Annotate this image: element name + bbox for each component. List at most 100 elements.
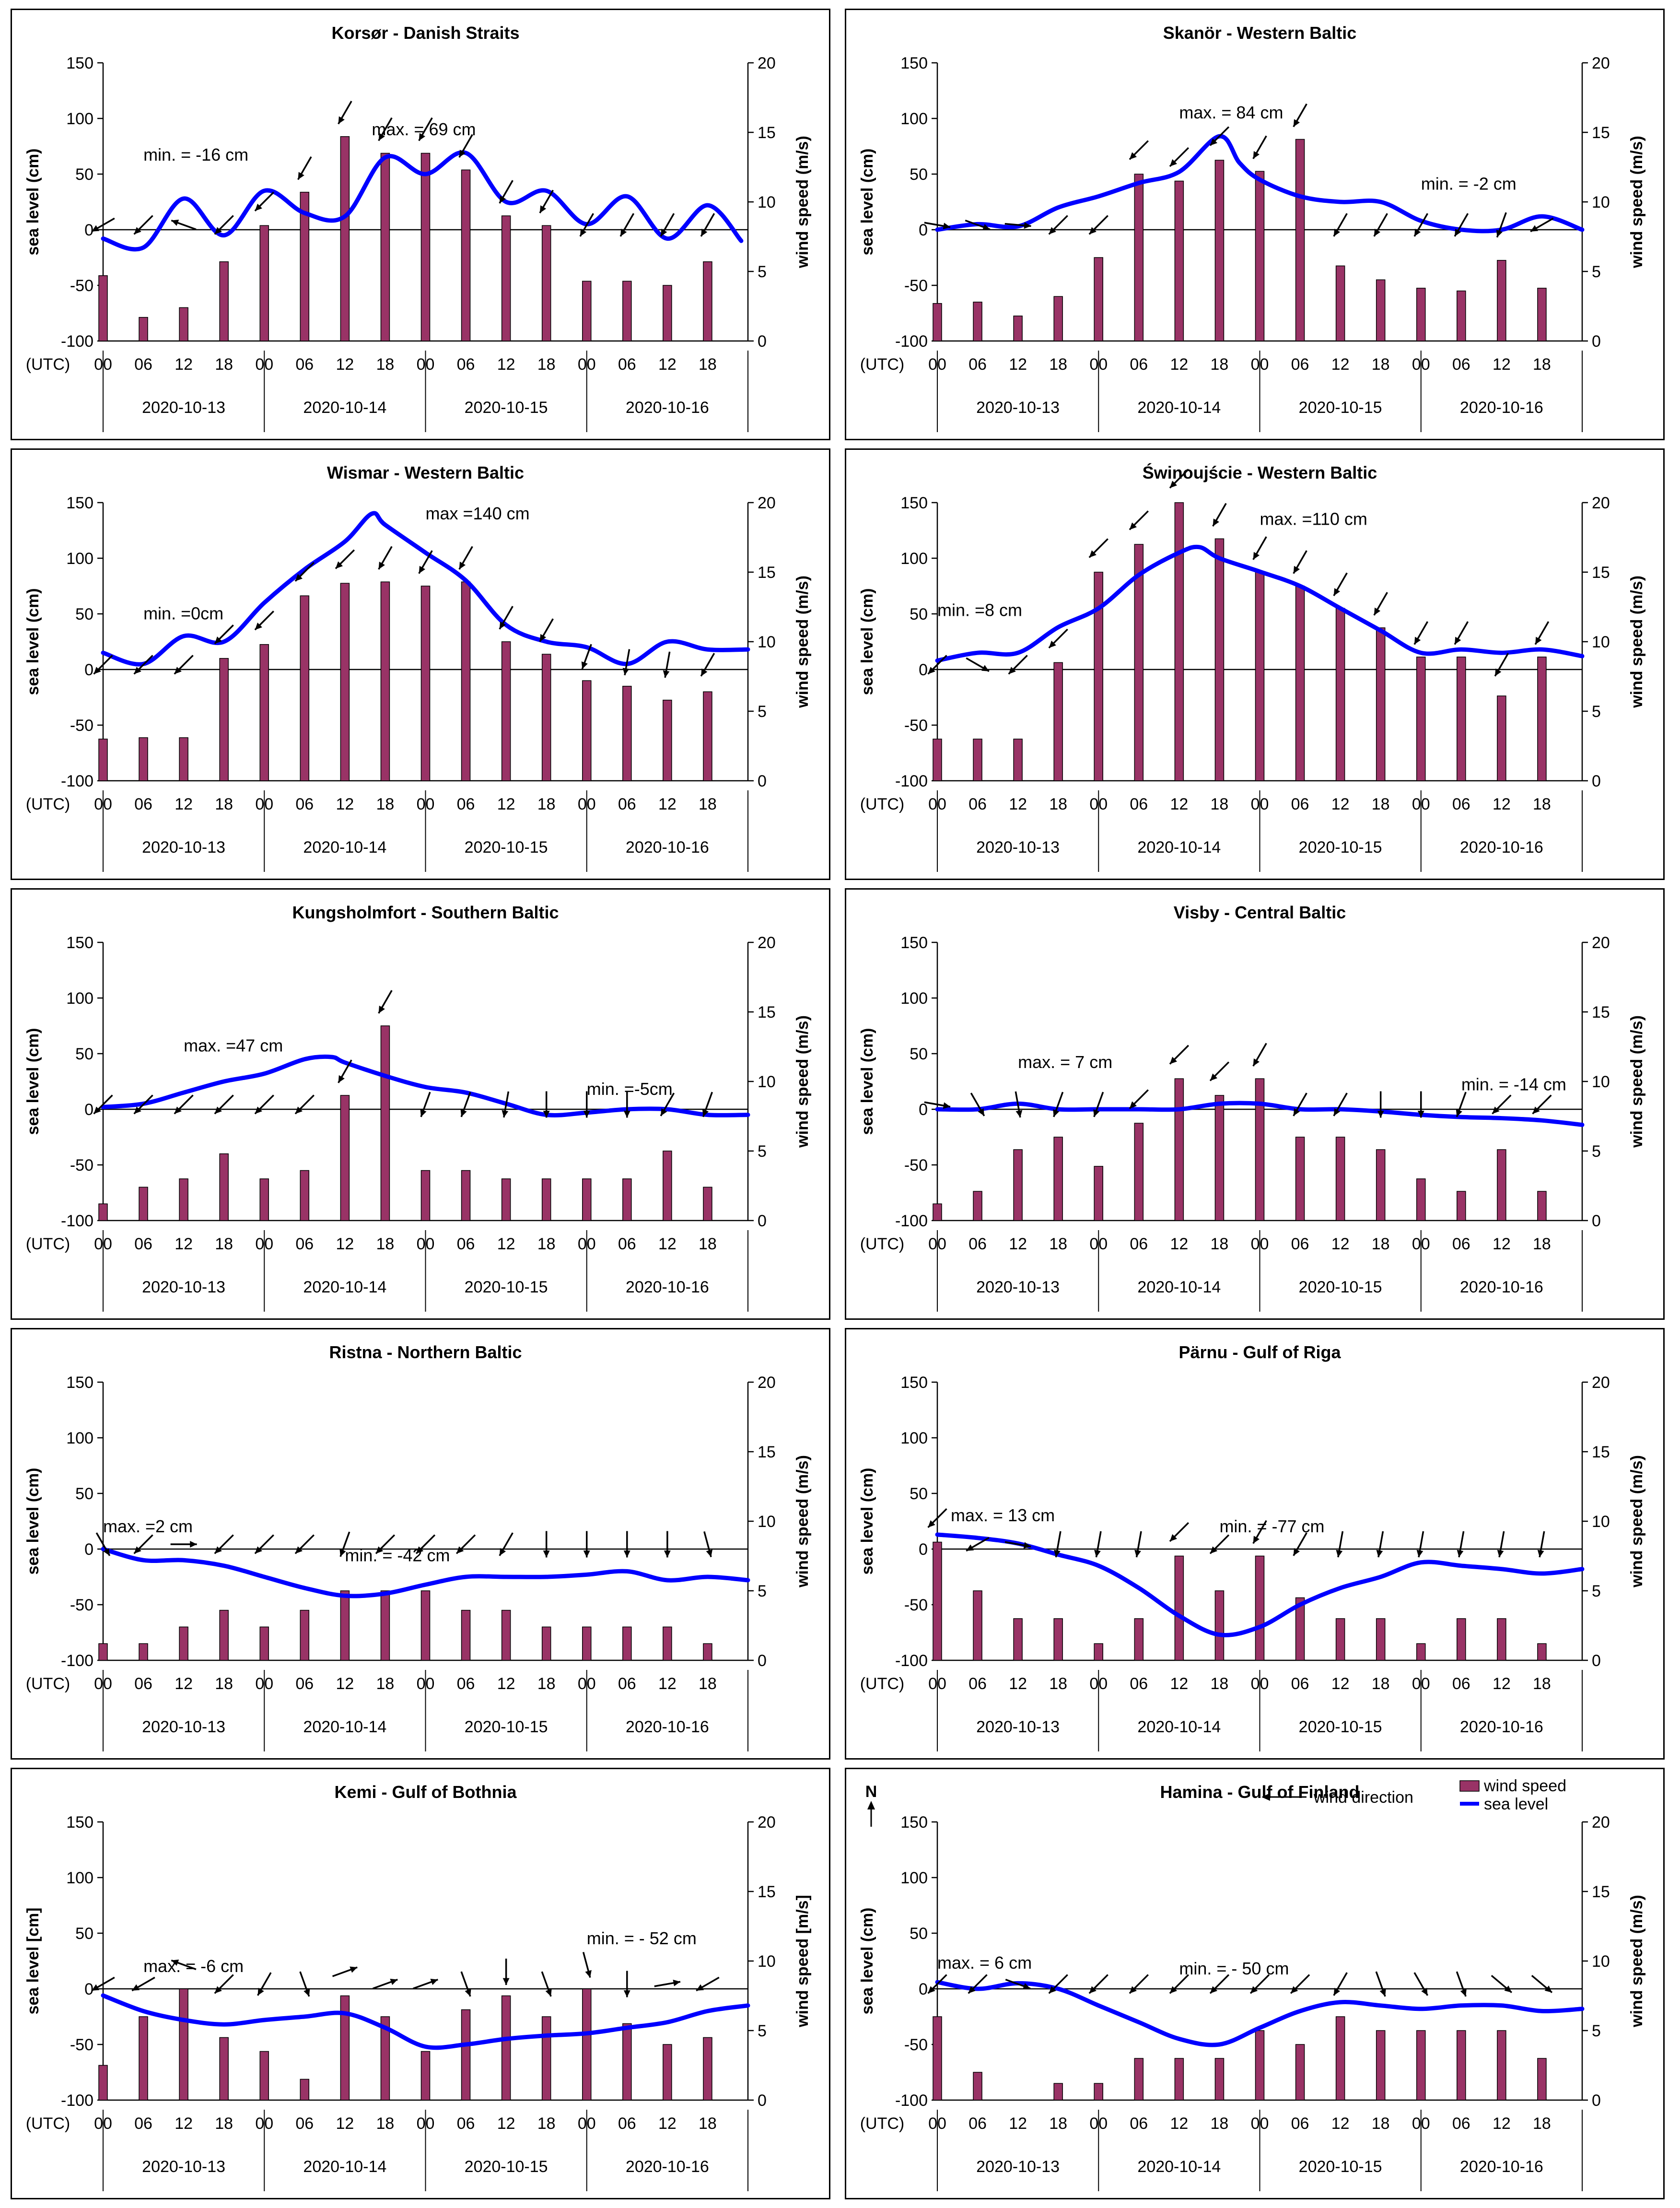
wind-speed-bar [622, 2023, 632, 2101]
wind-speed-bar [622, 1626, 632, 1661]
chart-svg: Kungsholmfort - Southern Baltic150100500… [24, 903, 812, 1312]
wind-speed-bar [98, 739, 108, 781]
wind-direction-arrow [1004, 222, 1031, 229]
y-tick-label: 100 [900, 550, 928, 568]
sea-level-line [935, 544, 1585, 663]
wind-speed-bar [933, 303, 942, 341]
wind-direction-arrow [543, 1531, 550, 1558]
wind-speed-bar [219, 1153, 229, 1221]
extreme-annotation: max. = 13 cm [951, 1505, 1055, 1525]
hour-label: 06 [134, 1675, 152, 1693]
wind-speed-bar [1416, 1178, 1426, 1221]
y2-axis-label: wind speed (m/s) [793, 575, 812, 708]
hour-label: 12 [658, 355, 677, 374]
hour-label: 12 [497, 1675, 515, 1693]
y2-tick-label: 10 [1592, 193, 1610, 211]
wind-speed-bar [703, 1186, 712, 1221]
hour-label: 06 [618, 795, 636, 813]
wind-speed-bar [340, 1995, 350, 2101]
wind-direction-arrow [663, 651, 671, 678]
y-tick-label: 50 [75, 1045, 93, 1063]
date-label: 2020-10-13 [976, 1278, 1060, 1296]
chart-panel: Kungsholmfort - Southern Baltic 150 100 50 0… [11, 888, 830, 1320]
hour-label: 06 [457, 355, 475, 374]
wind-speed-bar [1497, 1618, 1506, 1661]
hour-label: 12 [497, 1235, 515, 1253]
wind-direction-arrow [338, 101, 352, 125]
wind-direction-arrow [1534, 621, 1550, 645]
wind-speed-bar [1134, 544, 1144, 781]
wind-direction-arrow [539, 618, 554, 642]
y2-tick-label: 15 [758, 1883, 776, 1901]
hour-label: 12 [1331, 795, 1350, 813]
wind-speed-bar [1295, 1137, 1305, 1221]
wind-direction-arrow [1333, 213, 1348, 237]
hour-label: 18 [1049, 2114, 1067, 2133]
wind-speed-bar [541, 2016, 551, 2101]
wind-speed-bar [461, 1609, 471, 1661]
north-label: N [865, 1783, 877, 1801]
wind-speed-bar [1174, 1555, 1184, 1661]
wind-speed-bar [582, 281, 592, 341]
y2-axis-label: wind speed (m/s) [793, 1015, 812, 1148]
hour-label: 12 [336, 1675, 354, 1693]
extreme-annotation: max. = 7 cm [1018, 1052, 1112, 1072]
wind-direction-arrow [299, 1971, 310, 1997]
y2-tick-label: 0 [758, 772, 767, 790]
wind-speed-bar [340, 583, 350, 781]
wind-direction-arrow [1129, 1089, 1149, 1109]
hour-label: 12 [658, 2114, 677, 2133]
hour-label: 18 [1533, 795, 1551, 813]
hour-label: 18 [1049, 355, 1067, 374]
y-axis-label: sea level (cm) [858, 1468, 876, 1574]
y2-tick-label: 15 [1592, 124, 1610, 142]
wind-direction-arrow [214, 1094, 234, 1115]
date-label: 2020-10-13 [142, 1718, 225, 1736]
wind-speed-bar [420, 1590, 431, 1661]
chart-svg: Visby - Central Baltic150100500-50-10020… [858, 903, 1646, 1312]
hour-label: 06 [618, 2114, 636, 2133]
wind-direction-arrow [664, 1531, 671, 1558]
y-tick-label: 0 [84, 1101, 93, 1119]
legend-sea-level: sea level [1484, 1795, 1548, 1813]
date-label: 2020-10-14 [1137, 399, 1221, 417]
y-axis-label: sea level (cm) [858, 148, 876, 255]
wind-direction-arrow [1252, 1043, 1267, 1067]
wind-direction-arrow [294, 1534, 315, 1554]
hour-label: 06 [968, 795, 987, 813]
wind-direction-arrow [133, 1094, 153, 1115]
wind-speed-bar [420, 586, 431, 781]
y2-tick-label: 5 [758, 1582, 767, 1600]
y-axis-label: sea level (cm) [858, 1028, 876, 1135]
y-tick-label: 150 [900, 1813, 928, 1832]
wind-direction-arrow [579, 213, 595, 237]
wind-speed-bar [139, 737, 148, 781]
chart-panel: Visby - Central Baltic 150 100 50 0 -50 -100 20… [845, 888, 1665, 1320]
utc-label: (UTC) [860, 355, 905, 374]
y-tick-label: -100 [895, 1652, 928, 1670]
hour-label: 06 [457, 1675, 475, 1693]
y2-axis-label: wind speed (m/s) [1628, 575, 1646, 708]
y-tick-label: 50 [910, 1045, 928, 1063]
hour-label: 18 [1372, 355, 1390, 374]
wind-speed-bar [541, 225, 551, 341]
utc-label: (UTC) [860, 795, 905, 813]
wind-speed-bar [1416, 657, 1426, 781]
wind-direction-arrow [927, 655, 947, 675]
wind-direction-arrow [1209, 1974, 1230, 1994]
y-tick-label: 0 [84, 661, 93, 679]
y-tick-label: 150 [66, 1374, 93, 1392]
wind-speed-bar [703, 1643, 712, 1661]
wind-direction-arrow [335, 549, 355, 569]
wind-speed-bar [219, 261, 229, 341]
hour-label: 06 [618, 1675, 636, 1693]
hour-label: 18 [1533, 1675, 1551, 1693]
wind-speed-bar [380, 1590, 390, 1661]
wind-speed-bar [1214, 1590, 1225, 1661]
wind-direction-arrow [133, 655, 153, 675]
wind-direction-arrow [660, 1092, 675, 1116]
hour-label: 06 [457, 795, 475, 813]
wind-speed-bar [1255, 2030, 1265, 2101]
hour-label: 06 [1291, 1675, 1309, 1693]
y2-tick-label: 20 [1592, 1813, 1610, 1832]
